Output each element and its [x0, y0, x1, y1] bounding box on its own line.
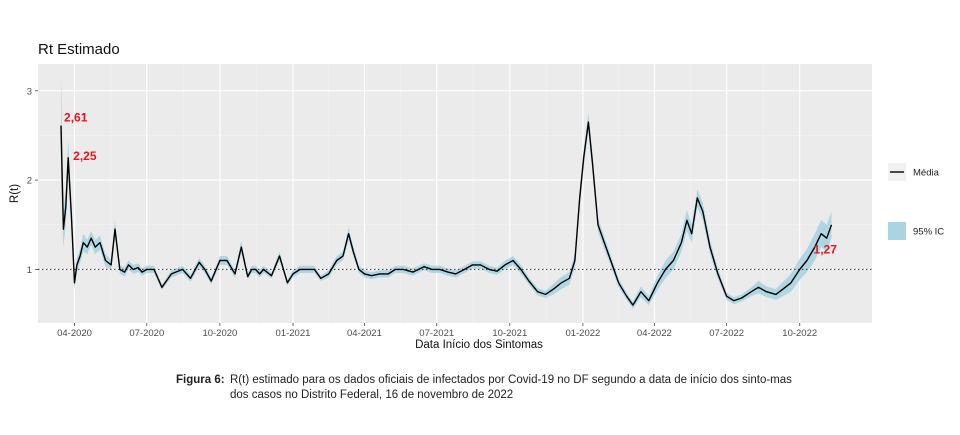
legend-item-ci: 95% IC [888, 222, 944, 240]
y-tick-label: 3 [27, 86, 32, 97]
y-tick-label: 2 [27, 176, 32, 187]
legend-item-mean: Média [888, 163, 940, 181]
legend-label-ci: 95% IC [913, 227, 944, 238]
x-tick-label: 01-2022 [565, 328, 600, 339]
legend-swatch-ci [888, 222, 906, 240]
confidence-band [61, 72, 832, 309]
peak-annotation: 1,27 [814, 242, 838, 256]
x-tick-label: 07-2022 [709, 328, 744, 339]
chart-title: Rt Estimado [38, 41, 120, 58]
peak-annotation: 2,61 [64, 111, 88, 125]
x-tick-label: 04-2022 [637, 328, 672, 339]
y-axis-label: R(t) [9, 184, 21, 203]
x-tick-label: 10-2022 [782, 328, 817, 339]
plot-panel [38, 64, 872, 323]
x-tick-label: 04-2020 [57, 328, 92, 339]
x-tick-label: 10-2021 [492, 328, 527, 339]
caption-text: R(t) estimado para os dados oficiais de … [230, 374, 792, 401]
x-tick-label: 07-2021 [419, 328, 454, 339]
x-axis-label: Data Início dos Sintomas [415, 339, 543, 351]
rt-chart: Rt Estimado 1 2 3 04-2020 07-2020 10-2020 01-20… [9, 41, 944, 351]
peak-annotation: 2,25 [73, 149, 97, 163]
x-tick-label: 10-2020 [202, 328, 237, 339]
y-tick-label: 1 [27, 265, 32, 276]
mean-line [60, 121, 833, 306]
x-tick-label: 01-2021 [276, 328, 311, 339]
x-tick-label: 04-2021 [347, 328, 382, 339]
caption-label: Figura 6: [176, 374, 225, 386]
x-tick-label: 07-2020 [129, 328, 164, 339]
legend-label-mean: Média [913, 168, 940, 179]
